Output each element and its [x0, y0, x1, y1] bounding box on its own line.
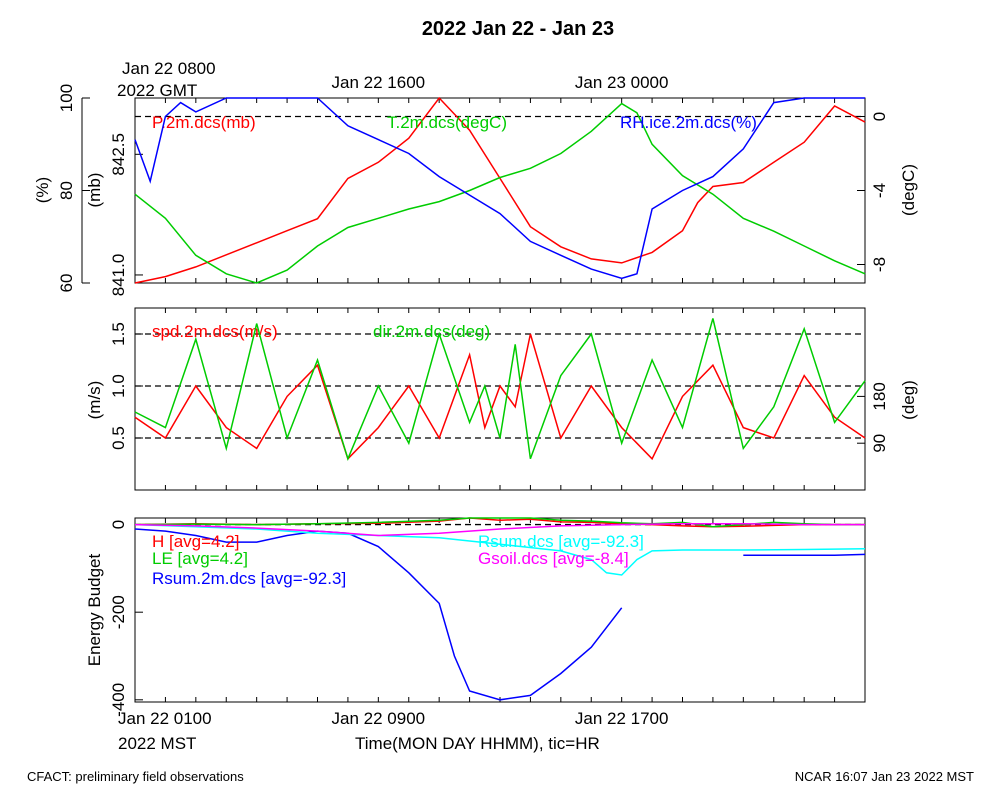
series-line-Gsoil.dcs [134, 522, 865, 537]
top-time-first-sub: 2022 GMT [117, 81, 197, 100]
legend-LE: LE [avg=4.2] [152, 549, 248, 568]
wind-panel: 1.5 1.0 0.5 (m/s) 180 90 (deg) spd.2m.dcs(m/s) d… [85, 307, 918, 491]
chart-title: 2022 Jan 22 - Jan 23 [422, 18, 614, 40]
p-tick-label: 842.5 [109, 133, 128, 176]
spd-tick-label: 1.0 [109, 374, 128, 398]
top-time-labels: Jan 22 1600 Jan 23 0000 [332, 73, 669, 92]
series-line-Rsum.2m.dcs [743, 553, 866, 556]
spd-tick-label: 1.5 [109, 322, 128, 346]
rh-axis-label: (%) [33, 177, 52, 203]
series-line-Rsum.2m.dcs [134, 528, 623, 701]
energy-tick-label: -200 [109, 595, 128, 629]
series-line-spd.2m.dcs(m/s) [134, 333, 866, 461]
rh-tick-label: 80 [57, 181, 76, 200]
legend-Gsoil.dcs: Gsoil.dcs [avg=-8.4] [478, 549, 629, 568]
dir-tick-label: 90 [870, 434, 889, 453]
legend-RH.ice.2m.dcs(%): RH.ice.2m.dcs(%) [620, 113, 757, 132]
bottom-time-label: Jan 22 1700 [575, 709, 669, 728]
t-tick-label: -8 [870, 257, 889, 272]
series-line-Rsum.dcs [134, 523, 866, 576]
spd-axis-label: (m/s) [85, 381, 104, 420]
series-line-P.2m.dcs(mb) [134, 96, 866, 284]
top-time-first-label: Jan 22 0800 [122, 59, 216, 78]
energy-tick-label: -400 [109, 683, 128, 717]
bottom-time-labels: Jan 22 0900 Jan 22 1700 [332, 709, 669, 728]
rh-tick-label: 100 [57, 84, 76, 112]
footer-right: NCAR 16:07 Jan 23 2022 MST [795, 769, 974, 784]
p-axis-label: (mb) [85, 173, 104, 208]
p-tick-label: 841.0 [109, 254, 128, 297]
t-tick-label: 0 [870, 112, 889, 121]
t-tick-label: -4 [870, 183, 889, 198]
x-axis-label: Time(MON DAY HHMM), tic=HR [355, 734, 600, 753]
bottom-time-label: Jan 22 0900 [332, 709, 426, 728]
legend-Rsum.dcs: Rsum.dcs [avg=-92.3] [478, 532, 644, 551]
bottom-time-first-sub: 2022 MST [118, 734, 196, 753]
legend-P.2m.dcs(mb): P.2m.dcs(mb) [152, 113, 256, 132]
energy-axis-label: Energy Budget [85, 553, 104, 666]
energy-tick-label: 0 [109, 520, 128, 529]
t-axis-label: (degC) [899, 164, 918, 216]
legend-T.2m.dcs(degC): T.2m.dcs(degC) [387, 113, 507, 132]
met-panel: 100 80 60 (%) 842.5 841.0 (mb) 0 -4 -8 (degC) P.2m.… [33, 84, 918, 296]
legend-Rsum.2m.dcs: Rsum.2m.dcs [avg=-92.3] [152, 569, 346, 588]
dir-axis-label: (deg) [899, 380, 918, 420]
series-line-T.2m.dcs(degC) [134, 102, 866, 284]
energy-panel: 0 -200 -400 Energy Budget H [avg=4.2]LE [avg… [85, 517, 866, 717]
dir-tick-label: 180 [870, 382, 889, 410]
series-line-RH.ice.2m.dcs(%) [134, 97, 865, 280]
bottom-time-first-label: Jan 22 0100 [118, 709, 212, 728]
legend-H: H [avg=4.2] [152, 532, 239, 551]
legend-spd.2m.dcs(m/s): spd.2m.dcs(m/s) [152, 322, 278, 341]
series-line-LE [134, 517, 865, 528]
top-time-label: Jan 22 1600 [332, 73, 426, 92]
top-time-label: Jan 23 0000 [575, 73, 669, 92]
rh-tick-label: 60 [57, 274, 76, 293]
series-line-dir.2m.dcs(deg) [134, 318, 866, 462]
footer-left: CFACT: preliminary field observations [27, 769, 244, 784]
spd-tick-label: 0.5 [109, 426, 128, 450]
legend-dir.2m.dcs(deg): dir.2m.dcs(deg) [373, 322, 490, 341]
